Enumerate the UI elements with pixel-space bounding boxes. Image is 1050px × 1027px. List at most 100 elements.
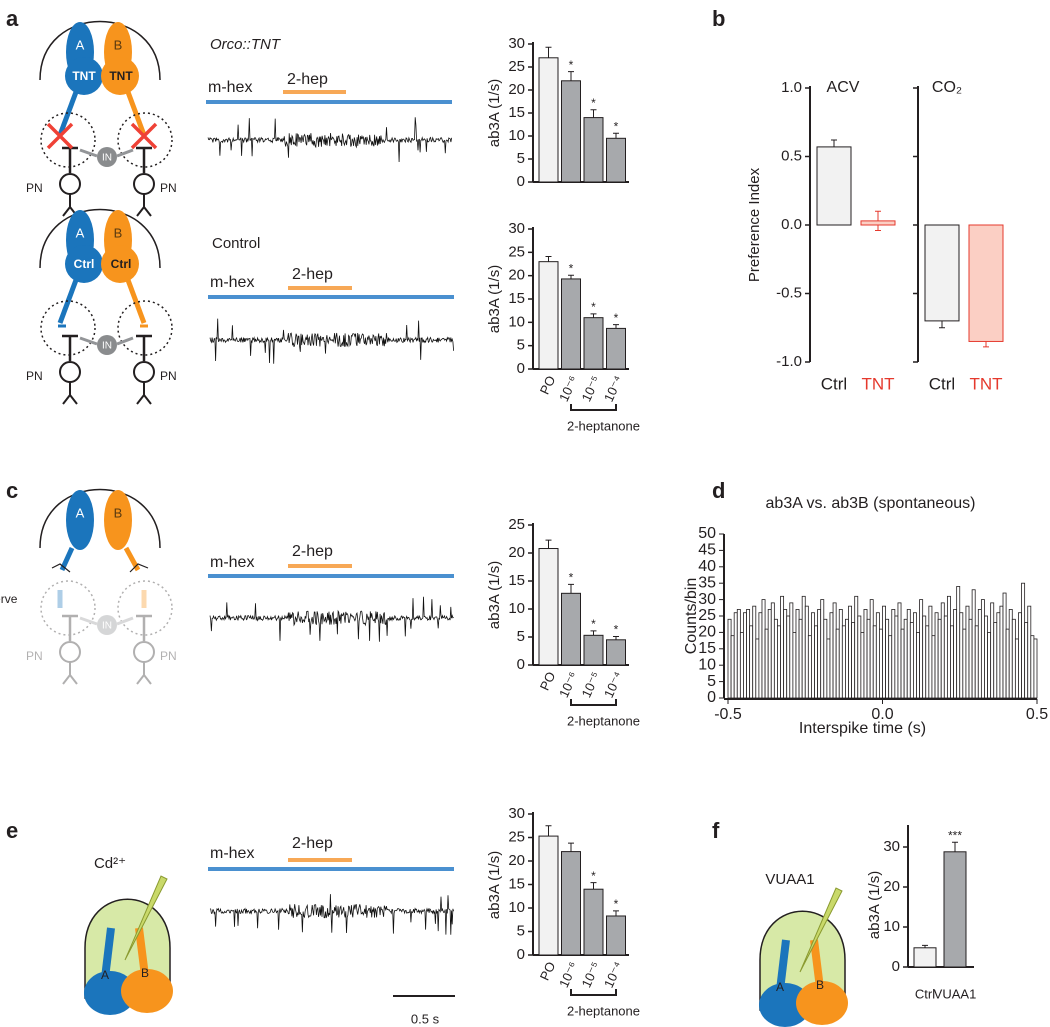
lower-circuit: IN PN PN [26,300,177,405]
stimulus-odor: 2-hep [292,543,333,560]
y-tick-label: 5 [517,337,525,354]
soma-b [101,57,139,95]
bar [606,639,626,666]
histogram-bar [922,615,927,699]
pn-label: PN [160,649,177,663]
histogram-bar [814,625,819,699]
bar [943,851,967,968]
histogram-bar [879,628,883,699]
histogram-bar [943,615,948,699]
histogram-bar [739,632,744,699]
pn-dendrite [136,334,152,361]
y-tick-label: 15 [508,290,525,307]
histogram-bar [987,632,992,699]
histogram-bar [758,612,763,699]
significance: *** [948,828,962,842]
y-tick-label: 15 [508,875,525,892]
terminal-label: Ctrl [74,257,95,271]
histogram-bar [789,602,794,699]
pn-soma [59,361,81,383]
pn-label: PN [160,181,177,195]
histogram-bar [736,609,741,699]
histogram-bar [900,628,905,699]
y-tick-label: 20 [508,81,525,98]
x-tick-label: 10⁻⁴ [601,669,626,700]
histogram-bar [906,609,911,699]
axon-b [125,91,147,136]
glomerulus [117,300,173,356]
y-tick-label: 20 [883,878,900,895]
glomerulus [117,112,173,168]
chart-title: ACV [827,79,860,96]
y-tick-label: 20 [508,544,525,561]
histogram-bar [777,625,781,699]
histogram-bar [882,605,886,699]
x-tick-label: PO [537,373,559,396]
neuron-label: A [101,968,109,982]
pn-dendrite [136,614,152,641]
histogram-bar [773,618,778,699]
histogram-bar [767,609,772,699]
spike-trace [209,318,454,364]
chart-title: CO₂ [932,79,962,96]
histogram-bar [841,625,846,699]
y-tick-label: -1.0 [776,353,802,370]
x-tick-label: PO [537,669,559,692]
bar [538,57,559,183]
y-tick-label: 0 [517,656,525,673]
significance: * [569,261,574,275]
soma-a [65,245,103,283]
bar [606,327,626,370]
histogram-bar [888,635,893,699]
neuron-label: A [76,37,85,52]
histogram-bar [897,602,902,699]
stimulus-odor: 2-hep [292,835,333,852]
background-odor: m-hex [210,845,254,862]
histogram-bar [1002,592,1007,699]
histogram-bar [931,635,936,699]
neuron-label: B [114,505,123,520]
histogram-bar [1021,582,1026,699]
in-links [79,148,134,158]
interneuron [97,335,117,355]
x-axis-label: Interspike time (s) [799,720,926,737]
histogram-bar [746,609,751,699]
y-tick-label: 30 [883,838,900,855]
bar [538,835,559,956]
y-tick-label: 10 [508,313,525,330]
histogram-bar [727,618,732,699]
histogram-bar [965,605,970,699]
note: antennal nerve [0,592,18,606]
background-odor: m-hex [210,554,254,571]
pn-dendrite [62,614,78,641]
histogram-bar [1011,618,1016,699]
histogram-bar [959,612,964,699]
histogram-bar [1033,638,1038,699]
bar [538,548,559,666]
y-tick-label: 10 [508,899,525,916]
histogram-bar [928,605,933,699]
pn-axon [136,194,152,217]
neuron-a [84,971,136,1015]
neuron-a [759,983,811,1027]
y-tick-label: 25 [508,516,525,533]
y-tick-label: 25 [698,607,716,624]
histogram-bar [934,612,939,699]
pn-dendrite [62,334,78,361]
histogram-bar [937,618,942,699]
bar [913,947,937,968]
pn-dendrite [136,146,152,173]
histogram-bar [863,609,868,699]
terminal-label: Ctrl [111,257,132,271]
y-tick-label: 10 [508,127,525,144]
sensillum-arc [39,20,161,81]
x-tick-label: 10⁻⁵ [578,959,603,990]
bar [561,592,581,666]
neuron-b-dendrite [135,927,149,977]
significance: * [614,311,619,325]
pn-axon [136,382,152,405]
group-bracket [570,989,617,996]
histogram-bar [894,615,899,699]
significance: * [591,96,596,110]
